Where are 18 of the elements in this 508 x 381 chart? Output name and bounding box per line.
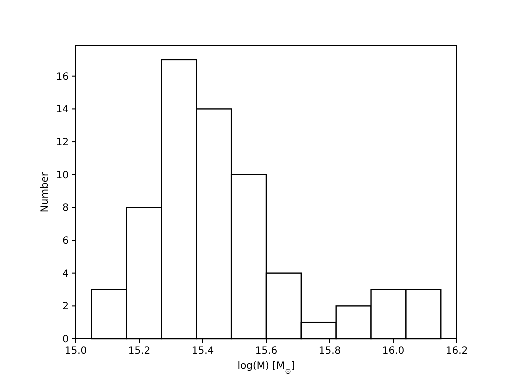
x-tick-label: 15.8 bbox=[318, 346, 342, 357]
y-tick-label: 14 bbox=[56, 104, 69, 116]
x-axis-title: log(M) [M$_{⊙}$] bbox=[238, 361, 296, 376]
x-tick-label: 15.0 bbox=[64, 346, 88, 357]
y-tick-label: 0 bbox=[62, 334, 69, 346]
y-axis-title: Number bbox=[40, 172, 51, 213]
x-tick-label: 15.4 bbox=[192, 346, 214, 357]
y-tick-label: 2 bbox=[62, 302, 69, 313]
y-tick-label: 4 bbox=[62, 268, 69, 280]
y-tick-label: 8 bbox=[62, 203, 69, 214]
y-tick-label: 10 bbox=[56, 170, 69, 182]
y-tick-label: 12 bbox=[56, 138, 69, 149]
y-tick-label: 16 bbox=[56, 72, 69, 83]
x-tick-label: 16.0 bbox=[382, 346, 405, 357]
y-tick-label: 6 bbox=[62, 236, 69, 248]
x-tick-label: 15.6 bbox=[255, 346, 278, 357]
x-tick-label: 16.2 bbox=[446, 346, 468, 357]
x-tick-label: 15.2 bbox=[128, 346, 151, 357]
